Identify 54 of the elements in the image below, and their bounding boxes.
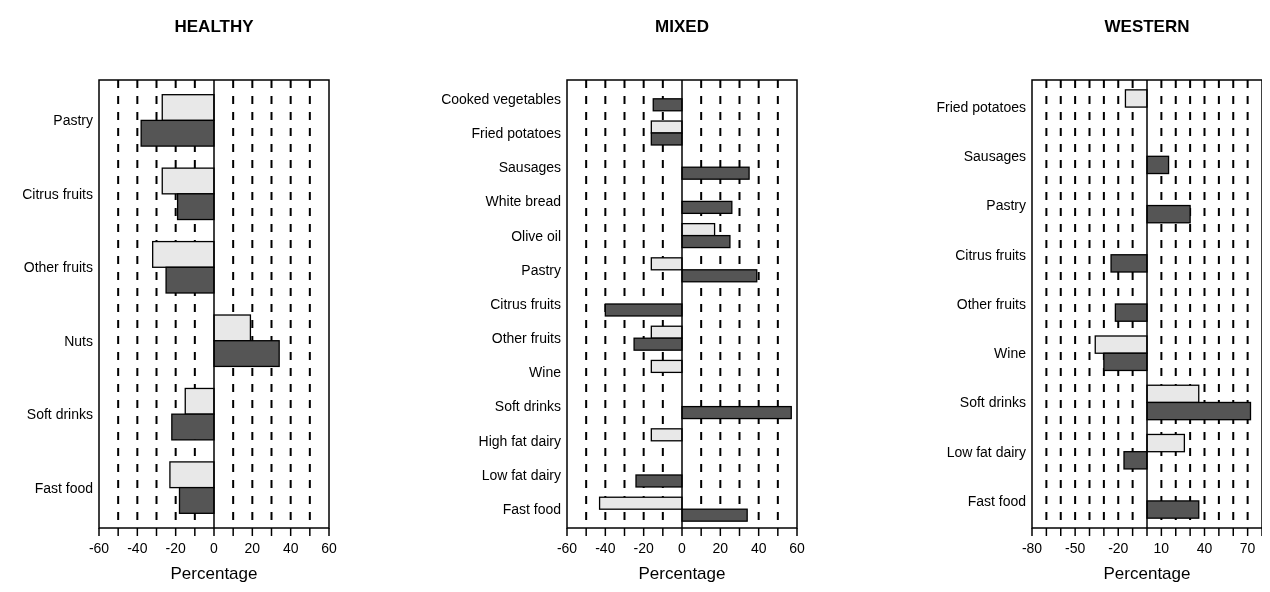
- y-tick-label: Wine: [529, 364, 562, 381]
- x-tick-label: 20: [712, 540, 729, 556]
- y-tick-label: Soft drinks: [26, 406, 93, 423]
- y-tick-label: Pastry: [521, 261, 561, 278]
- x-axis-title: Percentage: [170, 564, 258, 583]
- x-tick-label: 40: [750, 540, 767, 556]
- x-tick-label: 20: [244, 540, 261, 556]
- y-tick-label: Sausages: [498, 159, 561, 176]
- x-axis-title: Percentage: [1103, 564, 1191, 583]
- x-tick-label: -20: [1108, 540, 1129, 556]
- y-tick-label: Sausages: [963, 148, 1026, 165]
- y-tick-label: Soft drinks: [959, 394, 1026, 411]
- x-tick-label: 40: [1196, 540, 1213, 556]
- y-tick-label: Cooked vegetables: [441, 90, 561, 107]
- x-tick-label: -60: [88, 540, 110, 556]
- y-tick-label: High fat dairy: [478, 432, 561, 449]
- y-tick-label: Citrus fruits: [955, 246, 1026, 263]
- x-tick-label: 40: [282, 540, 299, 556]
- y-tick-label: Olive oil: [511, 227, 561, 244]
- x-tick-label: -80: [1021, 540, 1043, 556]
- y-tick-label: Fried potatoes: [471, 124, 561, 141]
- y-tick-label: Citrus fruits: [490, 295, 561, 312]
- y-tick-label: Pastry: [53, 112, 93, 129]
- y-tick-label: Nuts: [64, 332, 93, 349]
- y-tick-label: Fried potatoes: [936, 98, 1026, 115]
- y-tick-label: Soft drinks: [494, 398, 561, 415]
- x-tick-label: 10: [1153, 540, 1170, 556]
- x-tick-label: -60: [556, 540, 578, 556]
- y-tick-label: Wine: [994, 345, 1027, 362]
- y-tick-label: Fast food: [967, 492, 1026, 509]
- x-tick-label: -20: [633, 540, 654, 556]
- y-tick-label: Fast food: [502, 501, 561, 518]
- x-tick-label: -20: [165, 540, 186, 556]
- x-tick-label: 60: [321, 540, 337, 556]
- y-tick-label: Other fruits: [491, 330, 561, 347]
- y-tick-label: Pastry: [986, 197, 1026, 214]
- x-tick-label: 0: [210, 540, 219, 556]
- y-tick-label: Citrus fruits: [22, 185, 93, 202]
- x-tick-label: 0: [678, 540, 687, 556]
- y-tick-label: Low fat dairy: [481, 466, 561, 483]
- chart-title: MIXED: [655, 17, 709, 36]
- x-axis-title: Percentage: [638, 564, 726, 583]
- x-tick-label: 60: [789, 540, 805, 556]
- x-tick-label: 70: [1239, 540, 1256, 556]
- chart-title: HEALTHY: [174, 17, 255, 36]
- y-tick-label: Fast food: [34, 479, 93, 496]
- x-tick-label: -50: [1065, 540, 1086, 556]
- chart-title: WESTERN: [1104, 17, 1190, 36]
- x-tick-label: -40: [127, 540, 148, 556]
- y-tick-label: Low fat dairy: [946, 443, 1026, 460]
- y-tick-label: Other fruits: [23, 259, 93, 276]
- y-tick-label: White bread: [485, 193, 561, 210]
- y-tick-label: Other fruits: [956, 295, 1026, 312]
- x-tick-label: -40: [595, 540, 616, 556]
